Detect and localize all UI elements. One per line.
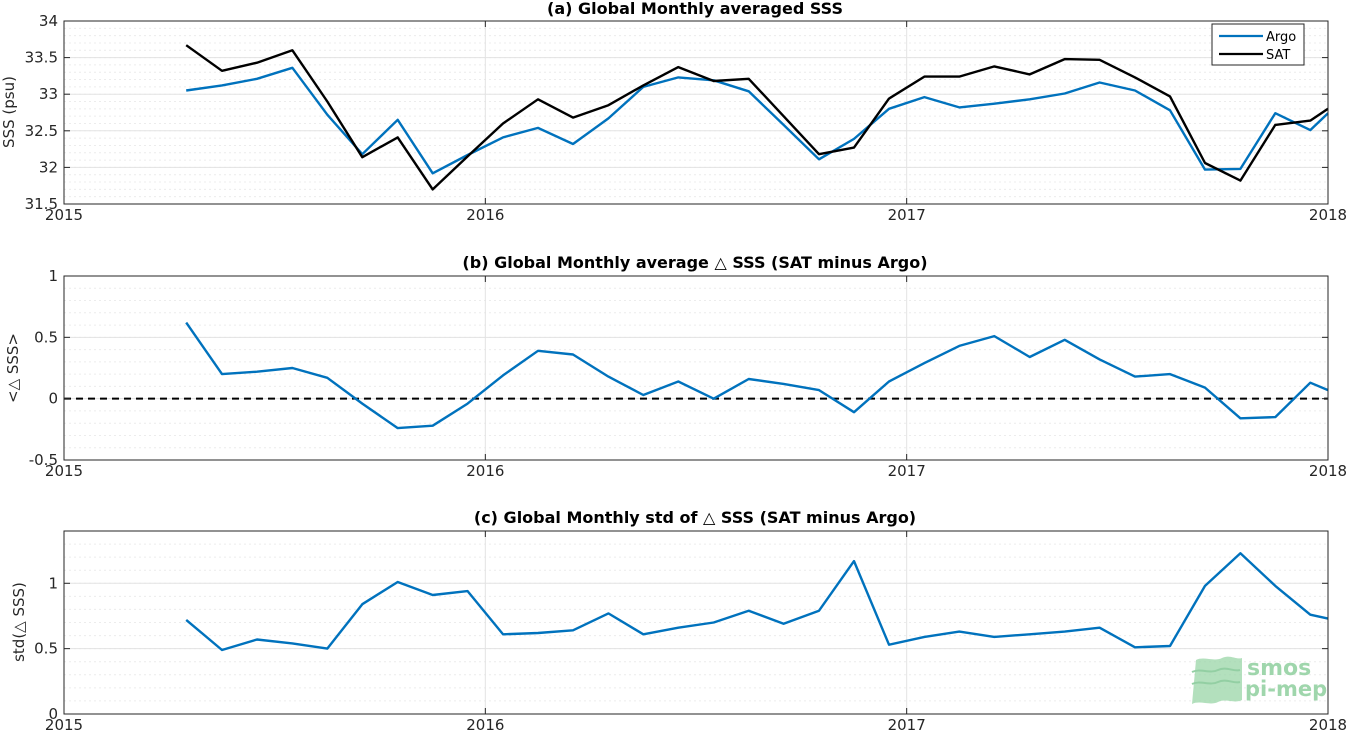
x-tick-label: 2016 <box>466 716 504 734</box>
panel-c-ylabel: std(△ SSS) <box>10 582 28 662</box>
y-tick-label: 33.5 <box>25 49 58 67</box>
panel-b-ylabel: <△ SSS> <box>4 333 22 403</box>
panel-c-frame <box>63 530 1329 715</box>
y-tick-label: 33 <box>39 85 58 103</box>
y-tick-label: 32.5 <box>25 122 58 140</box>
panel-b-series <box>185 321 1329 430</box>
x-tick-label: 2018 <box>1309 462 1347 480</box>
panel-a-ticks: 2015 2016 2017 2018 31.5 32 32.5 33 33.5 34 <box>25 12 1348 224</box>
panel-c-series <box>185 552 1329 652</box>
logo-line-1: smos <box>1247 656 1311 681</box>
x-tick-label: 2018 <box>1309 716 1347 734</box>
legend: Argo SAT <box>1211 23 1305 66</box>
x-tick-label: 2017 <box>888 206 926 224</box>
x-tick-label: 2018 <box>1309 206 1347 224</box>
legend-argo-label: Argo <box>1266 30 1296 45</box>
panel-b: (b) Global Monthly average △ SSS (SAT mi… <box>4 253 1347 480</box>
y-tick-label: 31.5 <box>25 195 58 213</box>
y-tick-label: 0 <box>48 390 58 408</box>
panel-b-title: (b) Global Monthly average △ SSS (SAT mi… <box>462 253 927 272</box>
panel-a-frame <box>63 20 1329 205</box>
panel-a-title: (a) Global Monthly averaged SSS <box>547 0 843 18</box>
y-tick-label: 1 <box>48 574 58 592</box>
x-tick-label: 2015 <box>45 716 83 734</box>
y-tick-label: 0 <box>48 705 58 723</box>
panel-a-background <box>64 21 1328 204</box>
panel-b-frame <box>63 275 1329 461</box>
panel-a-series <box>185 44 1329 191</box>
series-b-line <box>185 321 1329 430</box>
panel-a-ylabel: SSS (psu) <box>0 76 18 148</box>
panel-a: (a) Global Monthly averaged SSS 2015 2016… <box>0 0 1347 224</box>
panel-c-ticks: 2015 2016 2017 2018 0 0.5 1 <box>34 531 1347 734</box>
x-tick-label: 2017 <box>888 716 926 734</box>
logo-line-2: pi-mep <box>1245 677 1327 701</box>
x-tick-label: 2015 <box>45 462 83 480</box>
x-tick-label: 2016 <box>466 462 504 480</box>
series-argo-line <box>186 66 1329 175</box>
y-tick-label: 0.5 <box>34 328 58 346</box>
series-sat-line <box>185 44 1329 191</box>
series-c-line <box>185 552 1329 652</box>
x-tick-label: 2016 <box>466 206 504 224</box>
x-tick-label: 2017 <box>888 462 926 480</box>
x-tick-label: 2015 <box>45 206 83 224</box>
smos-pimep-logo: smos pi-mep <box>1191 656 1327 704</box>
legend-sat-label: SAT <box>1266 48 1290 63</box>
panel-b-ticks: 2015 2016 2017 2018 -0.5 0 0.5 1 <box>29 267 1347 480</box>
legend-box <box>1211 23 1305 66</box>
y-tick-label: 1 <box>48 267 58 285</box>
smos-pimep-logo-icon <box>1191 656 1242 704</box>
y-tick-label: -0.5 <box>29 451 58 469</box>
panel-c-title: (c) Global Monthly std of △ SSS (SAT min… <box>474 508 916 527</box>
y-tick-label: 0.5 <box>34 640 58 658</box>
y-tick-label: 34 <box>39 12 58 30</box>
y-tick-label: 32 <box>39 158 58 176</box>
panel-c: (c) Global Monthly std of △ SSS (SAT min… <box>10 508 1347 734</box>
panel-b-background <box>64 276 1328 460</box>
